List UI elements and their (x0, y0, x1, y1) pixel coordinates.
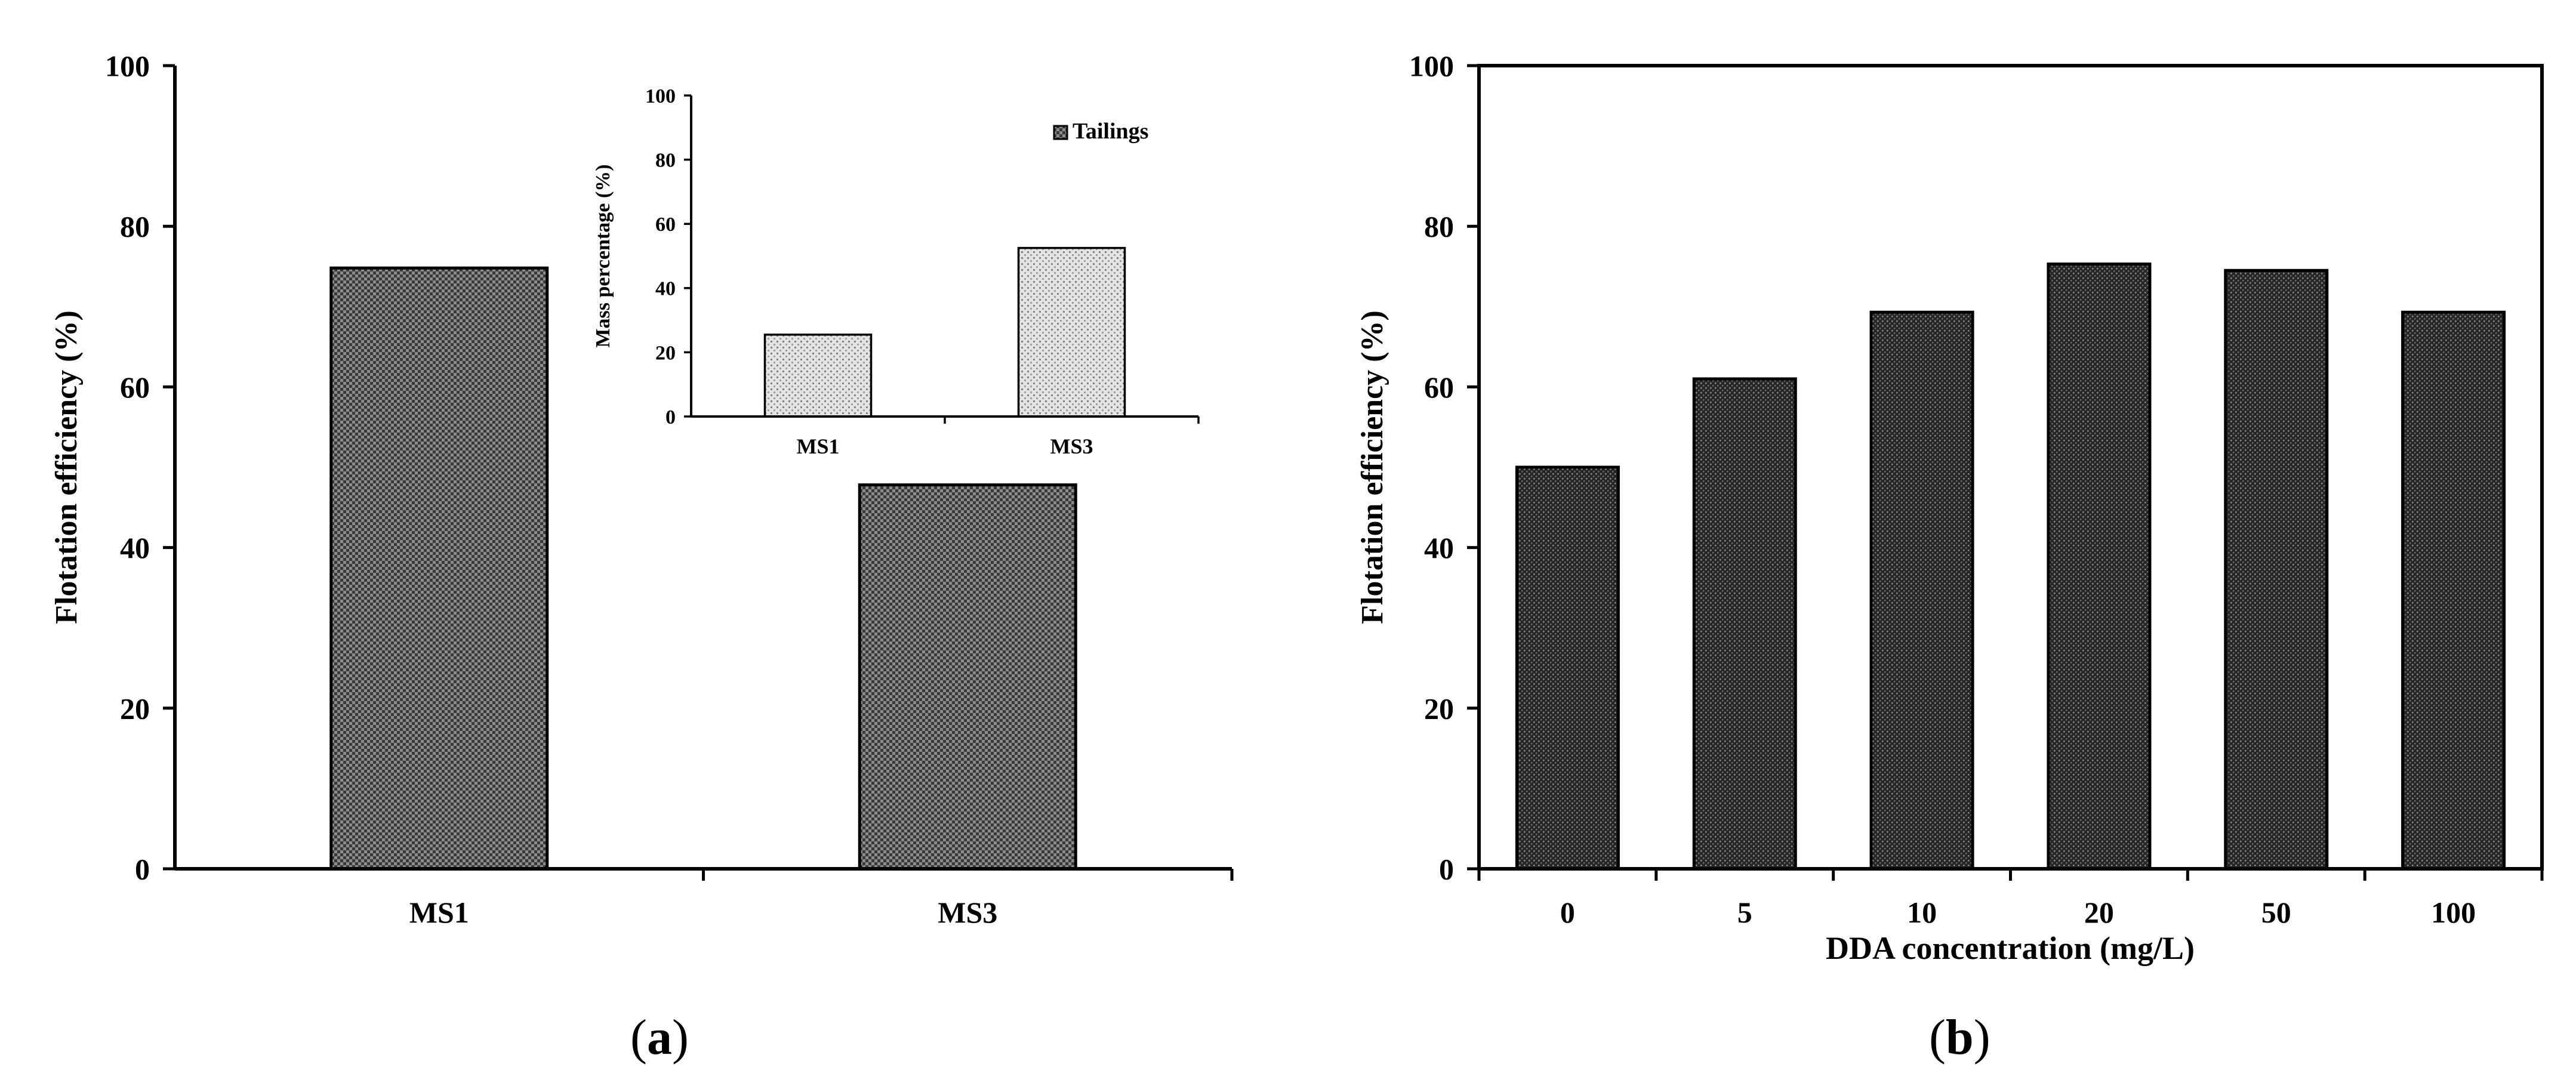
inset-y-tick-label: 100 (645, 85, 676, 107)
panel-a-y-ticks: 0 20 40 60 80 100 (105, 50, 175, 886)
panel-b-bar-0 (1515, 465, 1620, 871)
inset-y-tick-label: 0 (665, 406, 676, 428)
caption-a-letter: a (646, 1010, 672, 1065)
inset-y-tick-label: 40 (655, 278, 676, 300)
inset-x-ticks: MS1 MS3 (797, 416, 1200, 458)
panel-a-y-tick-label: 60 (120, 371, 150, 404)
panel-b-x-tick-label: 20 (2084, 896, 2114, 929)
panel-b-bar-100 (2401, 310, 2506, 871)
inset-x-tick-label: MS3 (1050, 434, 1093, 458)
inset-legend-label: Tailings (1073, 119, 1148, 144)
panel-b-y-tick-label: 20 (1424, 692, 1454, 725)
panel-a-bar-MS1 (329, 266, 549, 871)
panel-a-y-tick-label: 100 (105, 50, 150, 83)
panel-b-bars (1515, 262, 2506, 871)
panel-a-y-tick-label: 20 (120, 692, 150, 725)
panel-b-bar-10 (1869, 310, 1974, 871)
panel-b-y-tick-label: 60 (1424, 371, 1454, 404)
caption-b-letter: b (1945, 1010, 1974, 1065)
panel-b-y-label: Flotation efficiency (%) (1355, 310, 1389, 624)
inset-y-ticks: 0 20 40 60 80 100 (645, 85, 691, 428)
panel-a-x-tick-label: MS1 (409, 896, 469, 929)
panel-b-y-ticks: 0 20 40 60 80 100 (1409, 50, 1479, 886)
inset-y-label: Mass percentage (%) (592, 164, 614, 347)
panel-b: 0 20 40 60 80 100 0 5 10 20 50 100 Flotation effic… (1355, 50, 2544, 966)
panel-a-y-tick-label: 80 (120, 210, 150, 243)
inset-legend: Tailings (1053, 119, 1148, 144)
panel-b-x-tick-label: 10 (1907, 896, 1937, 929)
panel-a: 0 20 40 60 80 100 MS1 MS3 Flotation efficiency… (50, 50, 1234, 929)
panel-b-bar-50 (2224, 269, 2329, 871)
panel-a-x-ticks: MS1 MS3 (409, 869, 1234, 929)
panel-a-bar-MS3 (858, 483, 1077, 871)
panel-b-bar-20 (2047, 262, 2152, 871)
panel-b-plot-frame (1477, 64, 2544, 871)
panel-b-bar-5 (1692, 377, 1797, 871)
panel-b-y-tick-label: 40 (1424, 531, 1454, 564)
panel-b-x-tick-label: 100 (2431, 896, 2476, 929)
inset-legend-swatch (1053, 125, 1068, 140)
panel-a-x-tick-label: MS3 (938, 896, 997, 929)
inset-y-tick-label: 80 (655, 150, 676, 172)
panel-a-y-tick-label: 0 (135, 853, 150, 886)
panel-b-x-tick-label: 50 (2261, 896, 2291, 929)
caption-a: (a) (630, 1010, 689, 1065)
panel-a-y-tick-label: 40 (120, 531, 150, 564)
panel-b-y-tick-label: 100 (1409, 50, 1454, 83)
inset-x-tick-label: MS1 (797, 434, 840, 458)
panel-b-x-label: DDA concentration (mg/L) (1826, 930, 2195, 966)
inset-y-tick-label: 60 (655, 214, 676, 236)
inset-y-tick-label: 20 (655, 342, 676, 364)
panel-a-y-label: Flotation efficiency (%) (50, 310, 84, 624)
inset-bar-MS1 (763, 334, 873, 418)
panel-b-x-tick-label: 5 (1737, 896, 1752, 929)
panel-b-x-tick-label: 0 (1560, 896, 1575, 929)
caption-b: (b) (1929, 1010, 1990, 1065)
panel-a-bars (329, 266, 1077, 871)
panel-b-y-tick-label: 80 (1424, 210, 1454, 243)
panel-b-x-ticks: 0 5 10 20 50 100 (1477, 869, 2544, 929)
inset-bar-MS3 (1017, 246, 1126, 418)
panel-b-y-tick-label: 0 (1439, 853, 1454, 886)
inset-bars (763, 246, 1126, 418)
